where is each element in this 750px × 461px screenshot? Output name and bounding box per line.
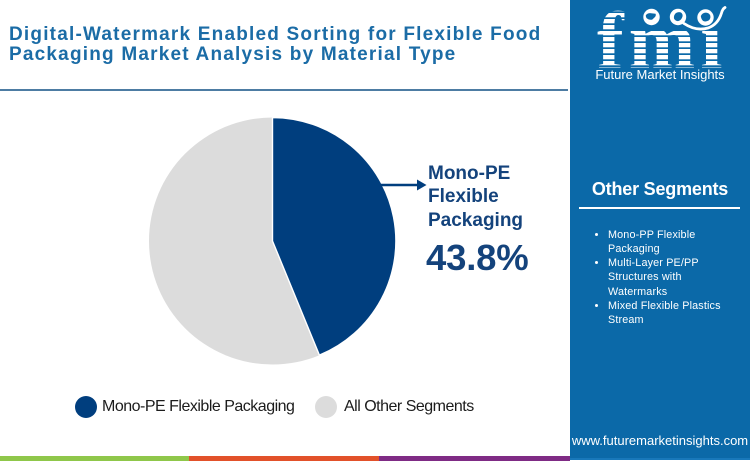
- svg-text:Future Market Insights: Future Market Insights: [595, 67, 725, 82]
